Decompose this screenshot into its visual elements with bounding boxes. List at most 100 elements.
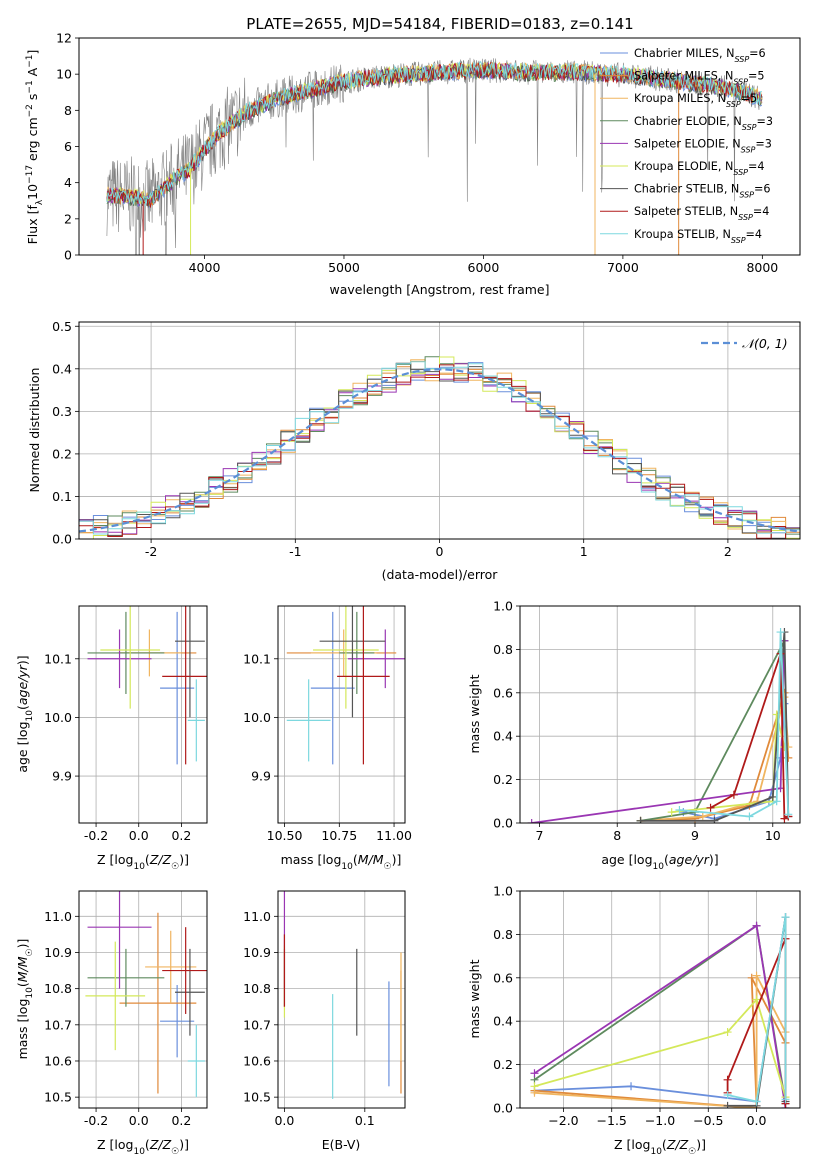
axes-frame: [78, 605, 208, 824]
weight-point-marker: [723, 1075, 732, 1084]
x-axis-label: Z [log10(Z/Z☉)]: [97, 1137, 189, 1157]
axes-frame: [78, 37, 801, 256]
x-tick-label: 10.75: [321, 828, 357, 843]
y-tick-label: 0.6: [493, 685, 513, 700]
weight-point-marker: [747, 973, 756, 982]
weight-series-line: [727, 916, 787, 1103]
legend-entry: Kroupa STELIB, NSSP=4: [634, 228, 762, 245]
weight-point-marker: [627, 1082, 636, 1091]
y-tick-label: 10.7: [44, 1017, 72, 1032]
y-tick-label: 10.5: [243, 1090, 271, 1105]
weight-point-marker: [780, 814, 789, 823]
weight-series-line: [640, 640, 786, 822]
weight-point-marker: [636, 816, 645, 823]
axes-frame: [277, 890, 406, 1109]
y-tick-label: 2: [64, 211, 72, 226]
y-tick-label: 4: [64, 175, 72, 190]
x-tick-label: 0.0: [274, 1113, 294, 1128]
y-tick-label: 0.0: [493, 816, 513, 831]
weight-point-marker: [768, 792, 777, 801]
y-axis-label: Flux [fλ10−17 erg cm−2 s−1 A−1]: [25, 50, 45, 245]
weight-point-marker: [698, 812, 707, 821]
y-axis-label: mass weight: [467, 674, 482, 753]
plot-area-age_vs_mass: [286, 606, 405, 765]
plot-area-weight_vs_age: [527, 628, 793, 823]
weight-point-marker: [723, 1090, 732, 1099]
y-tick-label: 0.2: [493, 772, 513, 787]
x-tick-label: 9: [691, 828, 699, 843]
y-tick-label: 0.8: [493, 927, 513, 942]
model-spectrum-line: [106, 60, 762, 207]
axes-frame: [277, 605, 406, 824]
y-tick-label: 10.6: [44, 1053, 72, 1068]
plot-area-spectrum: [106, 57, 763, 255]
y-tick-label: 0: [64, 248, 72, 263]
x-tick-label: 6000: [468, 260, 500, 275]
x-axis-label: mass [log10(M/M☉)]: [281, 852, 402, 872]
figure-title: PLATE=2655, MJD=54184, FIBERID=0183, z=0…: [246, 15, 633, 33]
y-tick-label: 0.4: [493, 1014, 513, 1029]
x-tick-label: 8: [613, 828, 621, 843]
weight-point-marker: [781, 913, 790, 922]
y-tick-label: 0.8: [493, 642, 513, 657]
y-tick-label: 0.1: [52, 489, 72, 504]
y-tick-label: 0.0: [52, 532, 72, 547]
x-tick-label: -0.2: [84, 828, 108, 843]
x-tick-label: 7000: [607, 260, 639, 275]
x-tick-label: 11.00: [376, 828, 412, 843]
axes-frame: [78, 321, 801, 540]
y-tick-label: 10.9: [243, 945, 271, 960]
legend-entry: Kroupa MILES, NSSP=5: [634, 92, 757, 109]
y-tick-label: 10.5: [44, 1090, 72, 1105]
x-tick-label: -0.2: [84, 1113, 108, 1128]
y-tick-label: 0.2: [493, 1057, 513, 1072]
x-axis-label: age [log10(age/yr)]: [601, 852, 718, 872]
y-axis-label: mass [log10(M/M☉)]: [15, 939, 35, 1060]
x-tick-label: 1: [580, 544, 588, 559]
y-tick-label: 0.3: [52, 404, 72, 419]
x-axis-label: wavelength [Angstrom, rest frame]: [329, 282, 549, 297]
legend-entry: Chabrier ELODIE, NSSP=3: [634, 115, 773, 132]
y-tick-label: 9.9: [251, 769, 271, 784]
x-tick-label: −0.5: [693, 1113, 723, 1128]
weight-point-marker: [729, 790, 738, 799]
y-tick-label: 10.0: [44, 710, 72, 725]
x-tick-label: -2: [145, 544, 157, 559]
x-axis-label: E(B-V): [322, 1137, 361, 1152]
weight-point-marker: [723, 1101, 732, 1108]
x-axis-label: (data-model)/error: [382, 567, 499, 582]
x-tick-label: 0.0: [129, 1113, 149, 1128]
weight-series-line: [534, 997, 787, 1098]
y-tick-label: 11.0: [44, 909, 72, 924]
weight-point-marker: [706, 803, 715, 812]
legend-entry: Salpeter STELIB, NSSP=4: [634, 205, 769, 222]
x-tick-label: 0: [436, 544, 444, 559]
x-tick-label: −1.5: [597, 1113, 627, 1128]
y-tick-label: 0.0: [493, 1101, 513, 1116]
x-tick-label: 7: [535, 828, 543, 843]
x-tick-label: 10.50: [267, 828, 303, 843]
y-tick-label: 9.9: [52, 769, 72, 784]
legend-entry: Salpeter ELODIE, NSSP=3: [634, 137, 772, 154]
residual-histogram: [79, 356, 800, 539]
y-tick-label: 0.4: [52, 361, 72, 376]
y-tick-label: 10.7: [243, 1017, 271, 1032]
x-tick-label: −1.0: [645, 1113, 675, 1128]
x-tick-label: 4000: [189, 260, 221, 275]
plot-area-age_vs_Z: [87, 606, 207, 765]
plot-area-mass_vs_Z: [85, 891, 207, 1098]
y-tick-label: 10.8: [44, 981, 72, 996]
x-tick-label: 10: [765, 828, 781, 843]
y-tick-label: 8: [64, 103, 72, 118]
axes-frame: [519, 605, 801, 824]
weight-point-marker: [776, 628, 785, 637]
plot-area-mass_vs_ebv: [283, 891, 402, 1099]
weight-point-marker: [710, 816, 719, 823]
weight-point-marker: [723, 1028, 732, 1037]
y-axis-label: age [log10(age/yr)]: [15, 655, 35, 772]
y-tick-label: 1.0: [493, 599, 513, 614]
y-tick-label: 10: [56, 67, 72, 82]
legend-entry: Chabrier MILES, NSSP=6: [634, 47, 766, 64]
weight-point-marker: [752, 971, 761, 980]
x-tick-label: 0.1: [355, 1113, 375, 1128]
